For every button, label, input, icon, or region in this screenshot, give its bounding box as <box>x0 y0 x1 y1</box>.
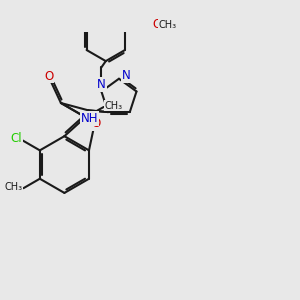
Text: CH₃: CH₃ <box>4 182 22 193</box>
Text: O: O <box>44 70 53 83</box>
Text: O: O <box>152 19 161 32</box>
Text: CH₃: CH₃ <box>105 100 123 110</box>
Text: Cl: Cl <box>10 132 22 145</box>
Text: CH₃: CH₃ <box>158 20 177 30</box>
Text: NH: NH <box>81 112 98 125</box>
Text: N: N <box>97 78 106 92</box>
Text: O: O <box>91 117 100 130</box>
Text: N: N <box>122 69 130 82</box>
